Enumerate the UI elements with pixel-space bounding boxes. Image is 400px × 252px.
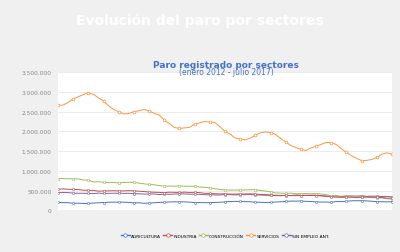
Text: Evolución del paro por sectores: Evolución del paro por sectores xyxy=(76,14,324,28)
Text: (enero 2012 - julio 2017): (enero 2012 - julio 2017) xyxy=(179,68,273,77)
Text: Paro registrado por sectores: Paro registrado por sectores xyxy=(153,60,299,69)
Legend: AGRICULTURA, INDUSTRIA, CONSTRUCCIÓN, SERVICIOS, SIN EMPLEO ANT.: AGRICULTURA, INDUSTRIA, CONSTRUCCIÓN, SE… xyxy=(119,232,331,239)
